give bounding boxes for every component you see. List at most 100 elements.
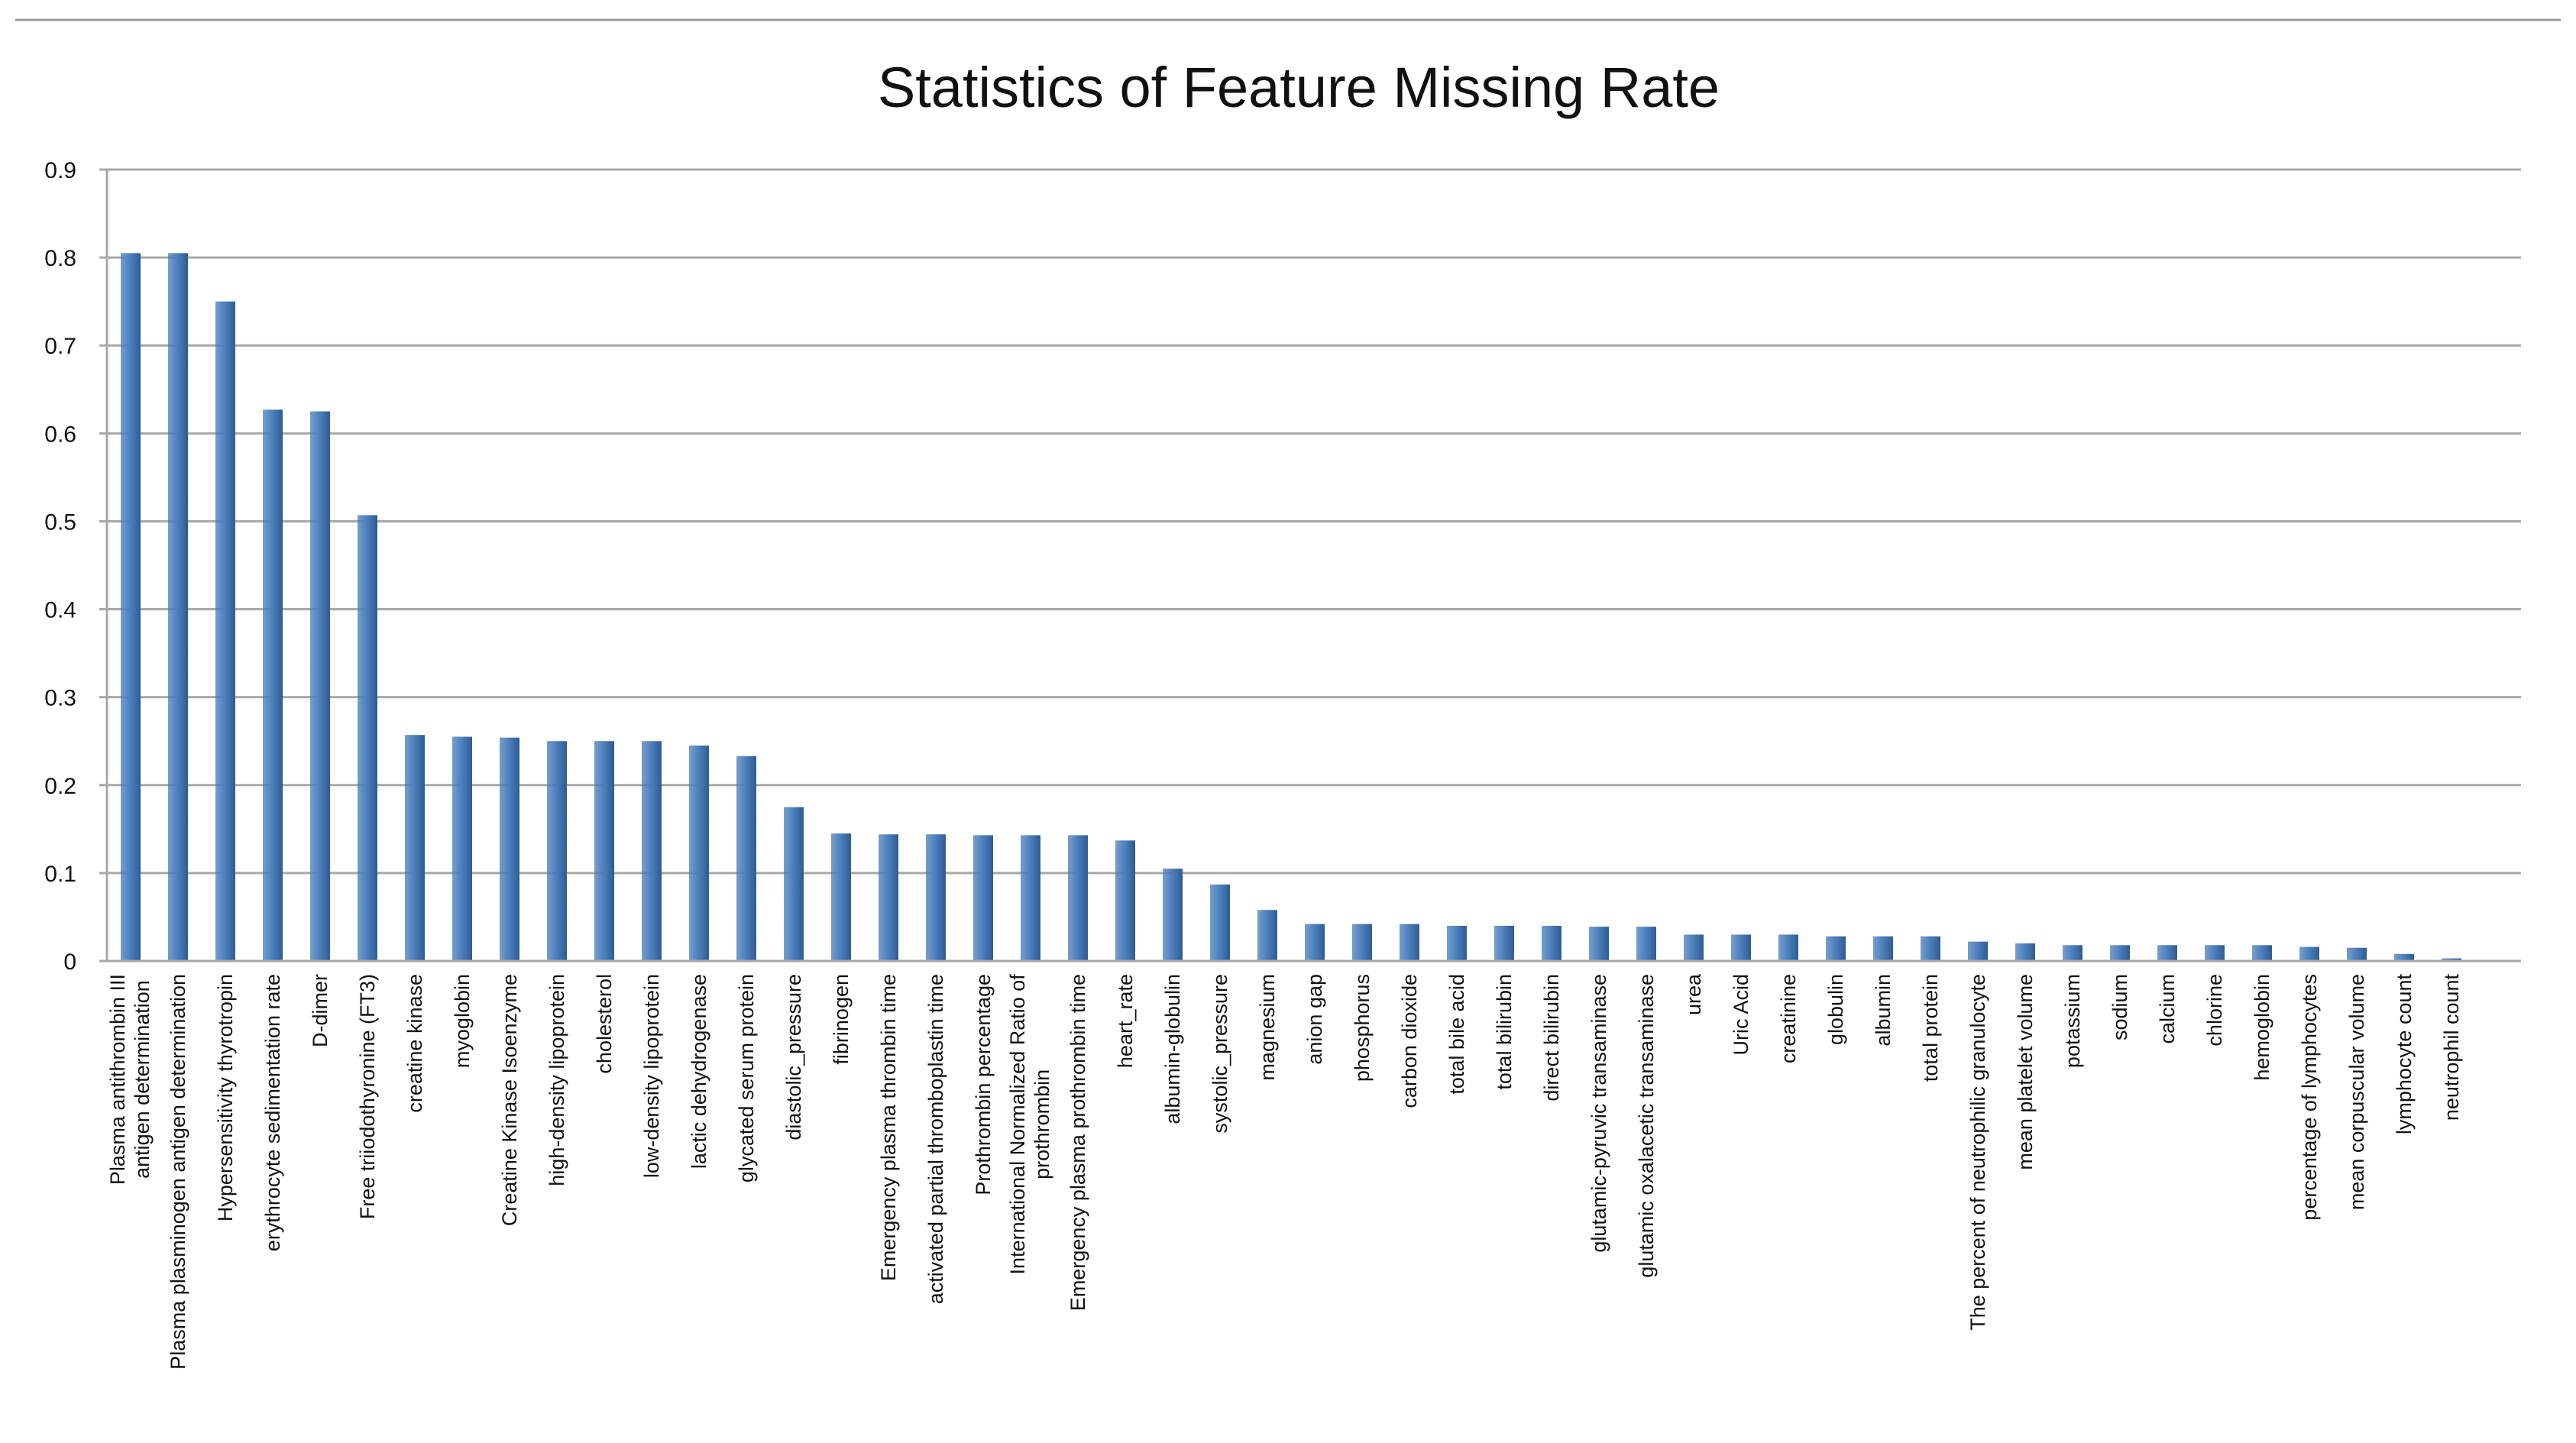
bar (1968, 941, 1988, 961)
bar (1352, 924, 1372, 961)
x-tick-label: International Normalized Ratio ofprothro… (1006, 974, 1053, 1275)
x-tick-label: creatine kinase (403, 974, 426, 1113)
x-tick-label: sodium (2108, 974, 2131, 1040)
x-tick-label: creatinine (1777, 974, 1800, 1063)
bar (2110, 945, 2130, 961)
bar (689, 745, 709, 961)
x-tick-label: Plasma plasminogen antigen determination (167, 974, 189, 1370)
bar (2394, 953, 2414, 961)
bar (1447, 925, 1467, 961)
x-tick-label: chlorine (2203, 974, 2226, 1047)
bar (1684, 934, 1704, 961)
x-tick-label: Creatine Kinase Isoenzyme (498, 974, 521, 1226)
x-tick-label: erythrocyte sedimentation rate (261, 974, 284, 1251)
y-tick-label: 0.2 (44, 774, 76, 799)
x-tick-label: anion gap (1303, 974, 1326, 1065)
x-tick-label: myoglobin (451, 974, 474, 1068)
bar (1494, 925, 1514, 961)
bar (358, 515, 377, 961)
bar (879, 834, 898, 961)
x-tick-label: D-dimer (309, 974, 332, 1047)
bar (2015, 943, 2035, 961)
x-tick-label: cholesterol (593, 974, 616, 1074)
x-tick-label: total bile acid (1445, 974, 1468, 1095)
x-tick-label: glycated serum protein (735, 974, 758, 1183)
y-tick-label: 0.6 (44, 422, 76, 447)
bar (1826, 936, 1846, 961)
y-tick-label: 0.3 (44, 686, 76, 711)
bar (1731, 934, 1751, 961)
bar (310, 411, 330, 961)
x-tick-label: urea (1682, 973, 1705, 1015)
x-tick-label: Hypersensitivity thyrotropin (214, 974, 237, 1221)
x-tick-label: Prothrombin percentage (972, 974, 995, 1195)
x-tick-label: phosphorus (1351, 974, 1374, 1082)
x-tick-label: percentage of lymphocytes (2298, 974, 2321, 1221)
x-tick-label: Uric Acid (1730, 974, 1752, 1056)
bar (1542, 925, 1561, 961)
y-tick-label: 0.5 (44, 510, 76, 535)
y-tick-label: 0.8 (44, 246, 76, 271)
bar (1163, 869, 1183, 961)
x-tick-label: heart_rate (1114, 974, 1137, 1068)
y-tick-label: 0 (63, 950, 76, 975)
x-tick-label: The percent of neutrophilic granulocyte (1966, 974, 1989, 1331)
bar (2205, 945, 2225, 961)
bar (1636, 927, 1656, 961)
bar (2252, 945, 2272, 961)
bar (831, 833, 851, 961)
bar (1589, 927, 1609, 961)
x-tick-label: Free triiodothyronine (FT3) (356, 974, 379, 1219)
bar (1210, 884, 1230, 961)
x-tick-label: activated partial thromboplastin time (924, 974, 947, 1304)
bar (1921, 936, 1940, 961)
y-tick-label: 0.1 (44, 862, 76, 887)
x-tick-label: carbon dioxide (1398, 974, 1421, 1108)
x-tick-label: globulin (1824, 974, 1847, 1045)
x-tick-label: systolic_pressure (1209, 974, 1231, 1134)
x-tick-label: albumin-globulin (1161, 974, 1184, 1124)
x-tick-label: potassium (2061, 974, 2084, 1068)
x-tick-label: low-density lipoprotein (640, 974, 663, 1178)
bar (2442, 958, 2461, 961)
bar (736, 755, 756, 961)
bar (1400, 924, 1419, 961)
bar (1257, 910, 1277, 961)
x-tick-label: diastolic_pressure (782, 974, 805, 1140)
bar (547, 741, 567, 961)
x-tick-label: high-density lipoprotein (545, 974, 568, 1186)
x-tick-label: Emergency plasma thrombin time (877, 974, 900, 1281)
x-tick-label: hemoglobin (2251, 974, 2273, 1081)
y-tick-label: 0.9 (44, 158, 76, 183)
bar (1021, 835, 1040, 961)
bar (594, 741, 614, 961)
x-tick-label: lactic dehydrogenase (688, 974, 710, 1169)
y-tick-label: 0.4 (44, 598, 76, 623)
bar (121, 253, 141, 961)
x-tick-label: Plasma antithrombin IIIantigen determina… (106, 974, 154, 1185)
x-tick-label: calcium (2156, 974, 2179, 1044)
x-tick-label: Emergency plasma prothrombin time (1066, 974, 1089, 1311)
bar (2063, 945, 2082, 961)
bar (1873, 936, 1893, 961)
bar (405, 735, 425, 961)
x-tick-label: total protein (1919, 974, 1942, 1082)
x-tick-label: magnesium (1256, 974, 1279, 1081)
bar (452, 736, 472, 961)
bar (642, 741, 662, 961)
bar (1115, 840, 1135, 961)
bar (1305, 924, 1325, 961)
bar (215, 301, 235, 962)
bar (1068, 835, 1088, 961)
x-tick-label: total bilirubin (1493, 974, 1516, 1090)
bar (168, 253, 188, 961)
bar (926, 834, 946, 961)
x-tick-label: fibrinogen (830, 974, 853, 1065)
bar (1778, 934, 1798, 961)
x-tick-label: neutrophil count (2440, 974, 2463, 1121)
bar (784, 807, 804, 961)
x-tick-label: glutamic oxalacetic transaminase (1635, 974, 1658, 1278)
x-tick-label: lymphocyte count (2393, 974, 2416, 1135)
bar (2299, 946, 2319, 961)
